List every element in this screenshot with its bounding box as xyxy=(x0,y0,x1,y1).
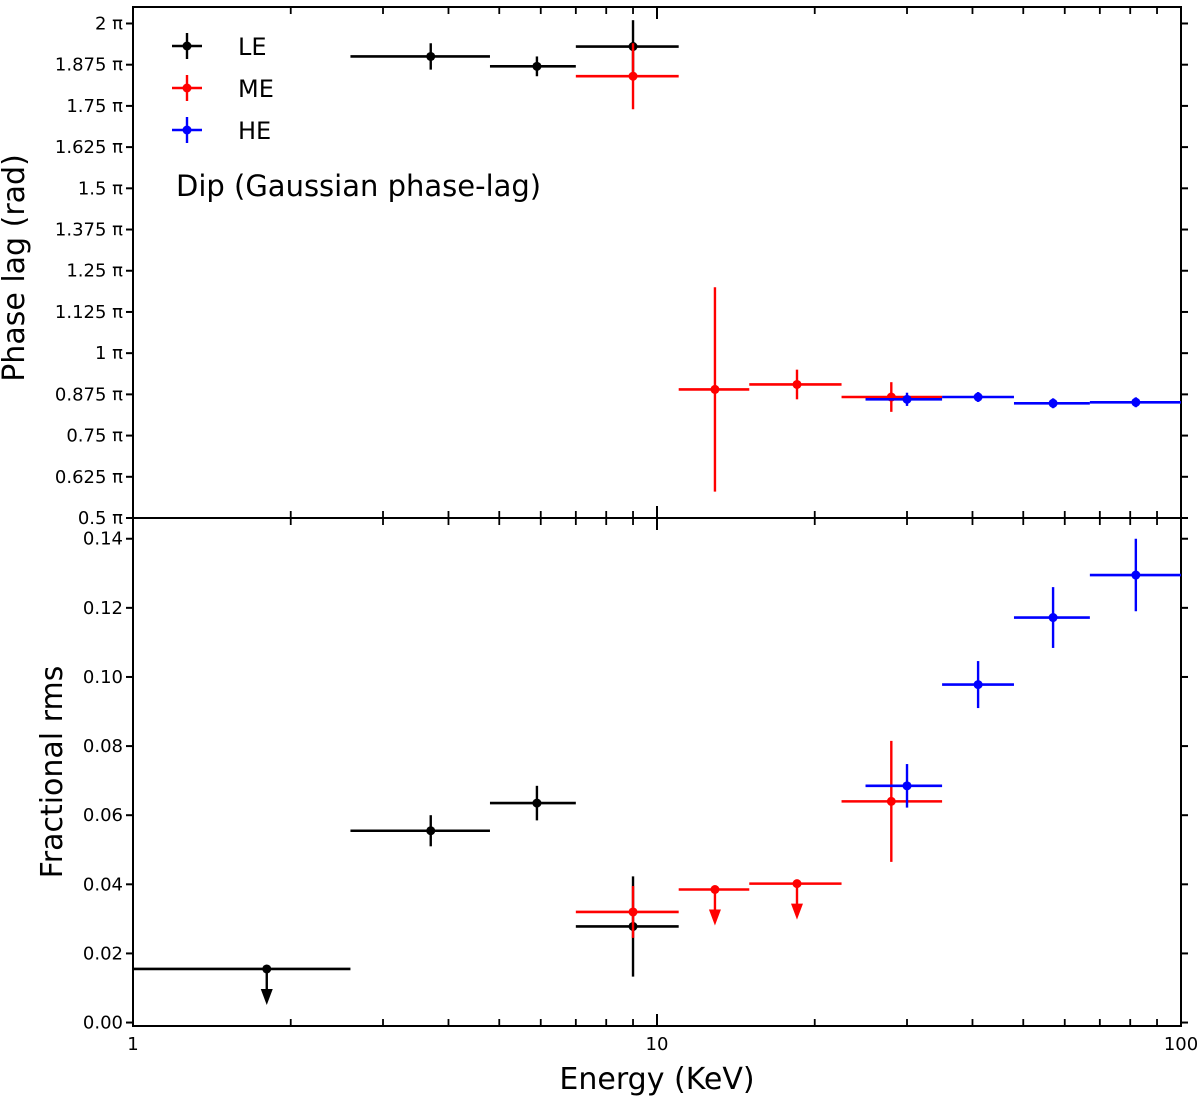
he-data-point xyxy=(1131,397,1141,407)
phase-lag-y-tick-label: 1.25 π xyxy=(66,261,123,282)
legend: LE ME HE xyxy=(172,33,274,145)
he-data-point xyxy=(902,394,912,404)
phase-lag-y-tick-label: 2 π xyxy=(95,13,123,34)
he-data-point xyxy=(1048,613,1058,623)
me-data-point xyxy=(710,884,720,894)
fractional-rms-y-tick-label: 0.08 xyxy=(83,736,123,757)
me-data-point xyxy=(792,379,802,389)
fractional-rms-y-tick-label: 0.04 xyxy=(83,874,123,895)
le-data-point xyxy=(426,51,436,61)
fractional-rms-y-tick-label: 0.02 xyxy=(83,943,123,964)
fractional-rms-y-tick-label: 0.14 xyxy=(83,529,123,550)
phase-lag-y-tick-label: 1.375 π xyxy=(55,220,123,241)
fractional-rms-y-tick-label: 0.06 xyxy=(83,805,123,826)
phase-lag-y-tick-label: 1.125 π xyxy=(55,302,123,323)
legend-marker-he-dot xyxy=(182,125,192,135)
legend-marker-le-dot xyxy=(182,41,192,51)
me-upper-limit-arrow xyxy=(708,909,721,926)
legend-label-he: HE xyxy=(238,117,271,145)
legend-label-le: LE xyxy=(238,33,267,61)
panel-annotation: Dip (Gaussian phase-lag) xyxy=(176,169,541,203)
bottom-y-axis-title: Fractional rms xyxy=(35,666,70,879)
le-upper-limit-arrow xyxy=(260,988,273,1005)
me-upper-limit-arrow xyxy=(790,903,803,920)
fractional-rms-y-tick-label: 0.00 xyxy=(83,1013,123,1034)
le-data-point xyxy=(262,964,272,974)
me-data-point xyxy=(628,71,638,81)
top-y-axis-title: Phase lag (rad) xyxy=(0,154,32,382)
phase-lag-y-tick-label: 1.75 π xyxy=(66,96,123,117)
le-data-point xyxy=(532,798,542,808)
x-tick-label: 10 xyxy=(646,1034,669,1055)
phase-lag-y-tick-label: 1 π xyxy=(95,343,123,364)
he-data-point xyxy=(1048,398,1058,408)
legend-label-me: ME xyxy=(238,75,274,103)
phase-lag-y-tick-label: 1.5 π xyxy=(78,178,123,199)
fractional-rms-y-tick-label: 0.10 xyxy=(83,667,123,688)
he-data-point xyxy=(973,392,983,402)
phase-lag-frame xyxy=(132,6,1182,519)
x-axis-title: Energy (KeV) xyxy=(559,1062,754,1097)
legend-marker-me-dot xyxy=(182,83,192,93)
phase-lag-y-tick-label: 1.625 π xyxy=(55,137,123,158)
me-data-point xyxy=(886,796,896,806)
x-tick-label: 1 xyxy=(127,1034,138,1055)
fractional-rms-y-tick-label: 0.12 xyxy=(83,598,123,619)
axes-layer: 0.5 π 0.625 π 0.75 π 0.875 π 1 π 1.125 π 1.25 … xyxy=(55,6,1198,1055)
phase-lag-y-tick-label: 0.875 π xyxy=(55,384,123,405)
me-data-point xyxy=(628,907,638,917)
le-data-point xyxy=(426,826,436,836)
x-tick-label: 100 xyxy=(1164,1034,1198,1055)
data-layer xyxy=(133,20,1181,1005)
phase-lag-y-tick-label: 0.625 π xyxy=(55,467,123,488)
phase-lag-y-tick-label: 0.75 π xyxy=(66,426,123,447)
me-data-point xyxy=(792,879,802,889)
fractional-rms-frame xyxy=(132,517,1182,1027)
he-data-point xyxy=(1131,570,1141,580)
phase-lag-y-tick-label: 1.875 π xyxy=(55,55,123,76)
phase-lag-y-tick-label: 0.5 π xyxy=(78,508,123,529)
he-data-point xyxy=(973,680,983,690)
me-data-point xyxy=(710,384,720,394)
he-data-point xyxy=(902,781,912,791)
le-data-point xyxy=(532,61,542,71)
